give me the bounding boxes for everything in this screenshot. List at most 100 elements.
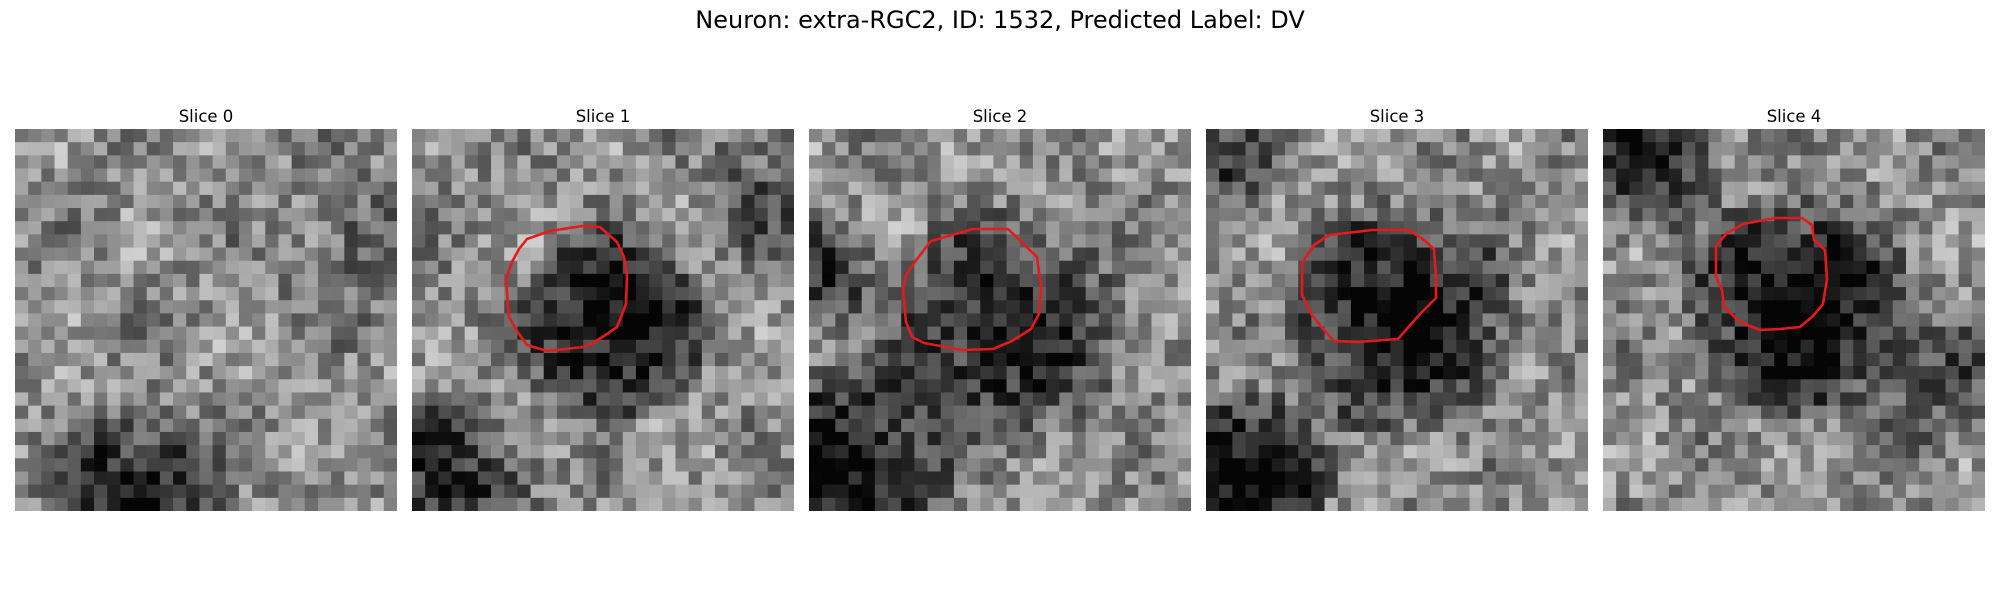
image-pixel — [1932, 194, 1946, 209]
image-pixel — [1495, 194, 1510, 209]
image-pixel — [1787, 142, 1801, 156]
image-pixel — [1721, 181, 1736, 196]
image-pixel — [370, 155, 385, 169]
image-pixel — [1522, 326, 1536, 341]
image-pixel — [1919, 339, 1933, 354]
image-pixel — [383, 366, 397, 380]
image-pixel — [107, 484, 121, 499]
image-pixel — [861, 194, 876, 209]
image-pixel — [1574, 260, 1588, 275]
image-pixel — [425, 287, 439, 301]
image-pixel — [1958, 339, 1973, 354]
image-pixel — [635, 431, 650, 446]
image-pixel — [1892, 339, 1907, 354]
image-pixel — [1866, 247, 1881, 262]
image-pixel — [1285, 445, 1299, 459]
image-pixel — [848, 458, 863, 472]
image-pixel — [265, 208, 279, 222]
image-pixel — [1443, 352, 1457, 367]
image-pixel — [754, 431, 769, 446]
image-pixel — [1787, 287, 1801, 301]
image-pixel — [1443, 418, 1457, 433]
image-pixel — [1311, 484, 1325, 499]
image-pixel — [1747, 418, 1762, 433]
image-pixel — [1668, 247, 1683, 262]
image-pixel — [1285, 155, 1299, 169]
image-pixel — [1443, 234, 1457, 248]
image-pixel — [1219, 431, 1233, 446]
image-pixel — [1019, 392, 1034, 407]
image-pixel — [1971, 234, 1985, 248]
image-pixel — [173, 260, 187, 275]
image-pixel — [1285, 458, 1299, 472]
image-pixel — [1006, 155, 1021, 169]
image-pixel — [1655, 300, 1670, 314]
image-pixel — [1258, 168, 1273, 183]
image-pixel — [1416, 366, 1431, 380]
image-pixel — [1826, 287, 1841, 301]
image-pixel — [1603, 326, 1617, 341]
image-pixel — [80, 405, 95, 420]
image-pixel — [1495, 273, 1510, 288]
image-pixel — [1298, 168, 1312, 183]
image-pixel — [835, 273, 849, 288]
image-pixel — [15, 155, 29, 169]
image-pixel — [265, 458, 279, 472]
image-pixel — [425, 418, 439, 433]
image-pixel — [1548, 497, 1563, 511]
image-pixel — [477, 287, 492, 301]
image-pixel — [252, 300, 266, 314]
image-pixel — [609, 418, 624, 433]
image-pixel — [15, 260, 29, 275]
image-pixel — [120, 234, 134, 248]
image-pixel — [714, 418, 729, 433]
image-pixel — [1085, 352, 1100, 367]
image-pixel — [1721, 129, 1736, 143]
image-pixel — [556, 458, 571, 472]
image-pixel — [1377, 234, 1391, 248]
image-pixel — [331, 484, 345, 499]
image-pixel — [1164, 366, 1179, 380]
image-pixel — [622, 247, 637, 262]
image-pixel — [291, 260, 306, 275]
image-pixel — [331, 247, 345, 262]
image-pixel — [1734, 497, 1749, 511]
image-pixel — [1350, 181, 1365, 196]
image-pixel — [1919, 181, 1933, 196]
image-pixel — [304, 273, 319, 288]
slice-panel-1: Slice 1 — [412, 105, 794, 511]
image-pixel — [530, 300, 545, 314]
image-pixel — [504, 431, 518, 446]
image-pixel — [107, 497, 121, 511]
image-pixel — [1482, 142, 1497, 156]
image-pixel — [635, 484, 650, 499]
image-pixel — [186, 352, 200, 367]
image-pixel — [1059, 458, 1073, 472]
image-pixel — [1919, 458, 1933, 472]
image-pixel — [1019, 458, 1034, 472]
image-pixel — [1945, 497, 1960, 511]
image-pixel — [1629, 458, 1643, 472]
image-pixel — [477, 458, 492, 472]
image-pixel — [1046, 497, 1060, 511]
image-pixel — [107, 445, 121, 459]
image-pixel — [1813, 181, 1828, 196]
image-pixel — [1800, 194, 1815, 209]
image-pixel — [1774, 181, 1788, 196]
image-pixel — [199, 247, 213, 262]
slice-title: Slice 0 — [178, 107, 234, 126]
image-pixel — [675, 287, 690, 301]
image-pixel — [357, 287, 372, 301]
image-pixel — [1747, 339, 1762, 354]
image-pixel — [1298, 313, 1312, 327]
image-pixel — [822, 208, 836, 222]
image-pixel — [159, 221, 174, 235]
image-pixel — [225, 221, 240, 235]
image-pixel — [835, 194, 849, 209]
image-pixel — [491, 313, 505, 327]
image-pixel — [1429, 484, 1444, 499]
image-pixel — [1787, 326, 1801, 341]
image-pixel — [1285, 194, 1299, 209]
image-pixel — [767, 458, 782, 472]
image-pixel — [622, 326, 637, 341]
